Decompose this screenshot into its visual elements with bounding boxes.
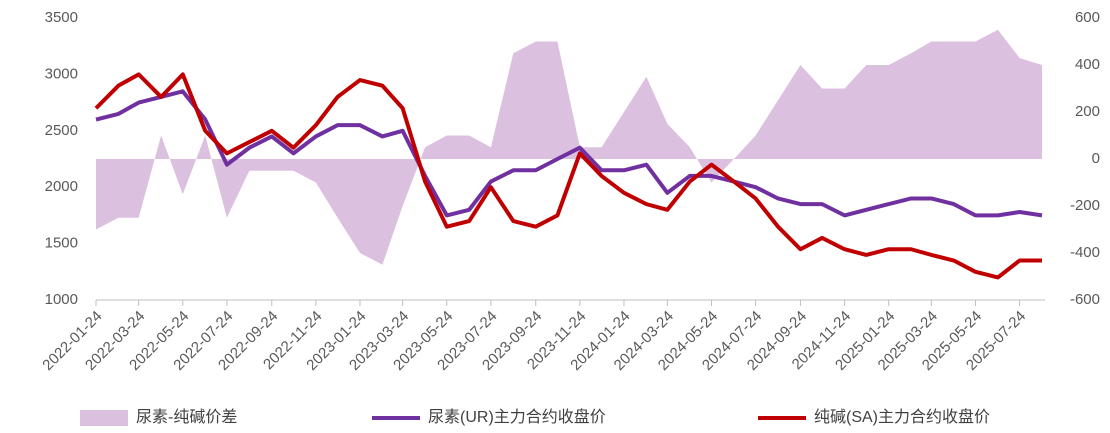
legend-swatch — [80, 410, 128, 426]
y-tick-label: 3000 — [45, 65, 78, 82]
y2-tick-label: 0 — [1092, 150, 1100, 167]
price-line — [94, 72, 1042, 280]
y2-tick-label: -600 — [1070, 291, 1100, 308]
plot-area: 2022-01-242022-03-242022-05-242022-07-24… — [39, 9, 1100, 374]
y-tick-label: 2500 — [45, 122, 78, 139]
price-line — [95, 89, 1043, 218]
legend-label: 纯碱(SA)主力合约收盘价 — [814, 407, 990, 426]
y2-tick-label: 600 — [1075, 9, 1100, 26]
y-tick-label: 2000 — [45, 178, 78, 195]
spread-area — [96, 29, 1042, 265]
y-tick-label: 1500 — [45, 235, 78, 252]
legend-label: 尿素-纯碱价差 — [136, 408, 237, 426]
y2-tick-label: 400 — [1075, 56, 1100, 73]
legend-label: 尿素(UR)主力合约收盘价 — [428, 407, 606, 426]
legend: 尿素-纯碱价差 尿素(UR)主力合约收盘价 纯碱(SA)主力合约收盘价 — [80, 407, 990, 426]
y2-tick-label: -400 — [1070, 244, 1100, 261]
y-tick-label: 3500 — [45, 9, 78, 26]
y-tick-label: 1000 — [45, 291, 78, 308]
y2-tick-label: 200 — [1075, 103, 1100, 120]
y2-tick-label: -200 — [1070, 197, 1100, 214]
